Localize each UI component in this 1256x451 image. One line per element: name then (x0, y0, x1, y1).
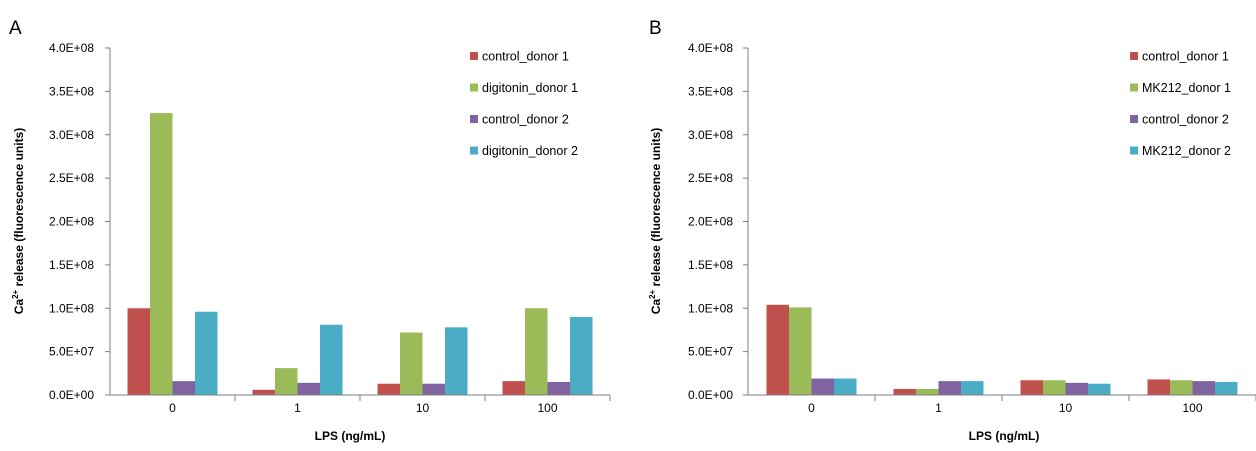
x-tick-label-b: 100 (1182, 401, 1202, 415)
legend-swatch-b (1130, 83, 1138, 92)
legend-swatch-b (1130, 146, 1138, 155)
y-axis-title-a-sup: 2+ (11, 289, 20, 298)
y-axis-title-a-rest: release (fluorescence units) (12, 128, 26, 290)
x-tick-label-a: 10 (416, 401, 430, 415)
legend-label-b: MK212_donor 1 (1142, 81, 1231, 95)
x-tick-label-b: 0 (808, 401, 815, 415)
legend-swatch-a (470, 146, 478, 155)
bar-a-s4-c1 (320, 324, 343, 395)
bar-b-s3-c2 (1065, 382, 1088, 395)
y-tick-label-a: 4.0E+08 (49, 41, 94, 55)
bar-b-s3-c1 (938, 381, 961, 395)
bar-b-s3-c3 (1192, 381, 1215, 395)
legend-label-a: control_donor 1 (482, 50, 569, 64)
bar-a-s3-c3 (547, 381, 570, 395)
bar-a-s4-c0 (195, 311, 218, 395)
y-axis-ticks-b: 0.0E+00 5.0E+07 1.0E+08 1.5E+08 2.0E+08 2.5E+… (688, 41, 748, 402)
legend-label-a: control_donor 2 (482, 113, 569, 127)
bar-a-s4-c3 (570, 316, 593, 395)
legend-label-a: digitonin_donor 1 (482, 81, 578, 95)
x-axis-ticks-a: 0 1 10 100 (169, 395, 611, 415)
y-tick-label-a: 5.0E+07 (49, 345, 94, 359)
x-axis-title-b: LPS (ng/mL) (969, 429, 1040, 443)
bar-b-s3-c0 (811, 378, 834, 395)
bar-a-s2-c2 (400, 332, 423, 395)
bar-b-s4-c1 (961, 381, 984, 395)
legend-label-b: control_donor 2 (1142, 113, 1229, 127)
y-axis-title-a-main: Ca (12, 299, 26, 315)
bar-a-s1-c1 (252, 389, 275, 395)
y-tick-label-a: 3.5E+08 (49, 84, 94, 98)
bar-b-s4-c2 (1088, 383, 1111, 395)
bar-b-s1-c0 (766, 304, 789, 395)
y-tick-label-a: 2.0E+08 (49, 215, 94, 229)
y-tick-label-b: 2.0E+08 (688, 215, 733, 229)
x-tick-label-b: 10 (1059, 401, 1073, 415)
bar-a-s2-c3 (525, 308, 548, 395)
x-axis-ticks-b: 0 1 10 100 (808, 395, 1256, 415)
bar-b-s1-c1 (893, 388, 916, 395)
legend-label-b: control_donor 1 (1142, 50, 1229, 64)
y-tick-label-b: 0.0E+00 (688, 388, 733, 402)
x-tick-label-a: 1 (294, 401, 301, 415)
bar-a-s1-c0 (127, 308, 150, 395)
panel-letter-b: B (649, 18, 662, 39)
panel-b-chart: B LPS (ng/mL) Ca2+ release (fluorescence… (648, 18, 1256, 443)
x-tick-label-b: 1 (935, 401, 942, 415)
legend-label-b: MK212_donor 2 (1142, 144, 1231, 158)
x-tick-label-a: 0 (169, 401, 176, 415)
y-tick-label-b: 5.0E+07 (688, 345, 733, 359)
y-tick-label-b: 4.0E+08 (688, 41, 733, 55)
y-tick-label-b: 3.5E+08 (688, 84, 733, 98)
bar-a-s3-c0 (172, 381, 195, 395)
legend-a: control_donor 1 digitonin_donor 1 control_… (470, 50, 578, 158)
bar-b-s4-c0 (834, 378, 857, 395)
panel-letter-a: A (9, 18, 22, 39)
bar-b-s1-c3 (1147, 379, 1170, 395)
bar-b-s2-c2 (1043, 380, 1066, 395)
legend-swatch-b (1130, 115, 1138, 123)
x-tick-label-a: 100 (537, 401, 557, 415)
legend-b: control_donor 1 MK212_donor 1 control_dono… (1130, 50, 1231, 158)
y-axis-ticks-a: 0.0E+00 5.0E+07 1.0E+08 1.5E+08 2.0E+08 2.5E+… (49, 41, 110, 402)
bar-a-s1-c3 (502, 381, 525, 395)
bar-b-s1-c2 (1020, 380, 1043, 395)
bar-b-s4-c3 (1215, 381, 1238, 395)
panel-a-chart: A LPS (ng/mL) Ca2+ release (fluorescence… (9, 18, 611, 443)
bar-a-s4-c2 (445, 327, 468, 395)
y-tick-label-a: 3.0E+08 (49, 128, 94, 142)
axes-b (747, 48, 1256, 396)
y-tick-label-b: 1.5E+08 (688, 258, 733, 272)
legend-swatch-b (1130, 52, 1138, 60)
y-tick-label-b: 1.0E+08 (688, 301, 733, 315)
y-tick-label-b: 2.5E+08 (688, 171, 733, 185)
y-tick-label-a: 2.5E+08 (49, 171, 94, 185)
y-axis-title-b-main: Ca (649, 299, 663, 315)
bar-a-s2-c0 (150, 113, 173, 395)
bar-a-s1-c2 (377, 383, 400, 395)
bar-a-s2-c1 (275, 368, 298, 395)
x-axis-title-a: LPS (ng/mL) (315, 429, 386, 443)
legend-swatch-a (470, 115, 478, 123)
bar-a-s3-c1 (297, 382, 320, 395)
y-tick-label-a: 0.0E+00 (49, 388, 94, 402)
legend-label-a: digitonin_donor 2 (482, 144, 578, 158)
y-axis-title-a: Ca2+ release (fluorescence units) (11, 128, 26, 315)
bar-b-s2-c0 (789, 307, 812, 395)
y-tick-label-a: 1.0E+08 (49, 301, 94, 315)
y-axis-title-b: Ca2+ release (fluorescence units) (648, 128, 663, 315)
bars-a (127, 113, 593, 395)
y-axis-title-b-rest: release (fluorescence units) (649, 128, 663, 290)
legend-swatch-a (470, 52, 478, 60)
bar-b-s2-c1 (916, 388, 939, 395)
y-tick-label-a: 1.5E+08 (49, 258, 94, 272)
axes-a (109, 48, 610, 396)
bar-a-s3-c2 (422, 383, 445, 395)
bar-b-s2-c3 (1170, 380, 1193, 395)
y-tick-label-b: 3.0E+08 (688, 128, 733, 142)
bars-b (766, 304, 1238, 395)
y-axis-title-b-sup: 2+ (648, 289, 657, 298)
legend-swatch-a (470, 83, 478, 92)
